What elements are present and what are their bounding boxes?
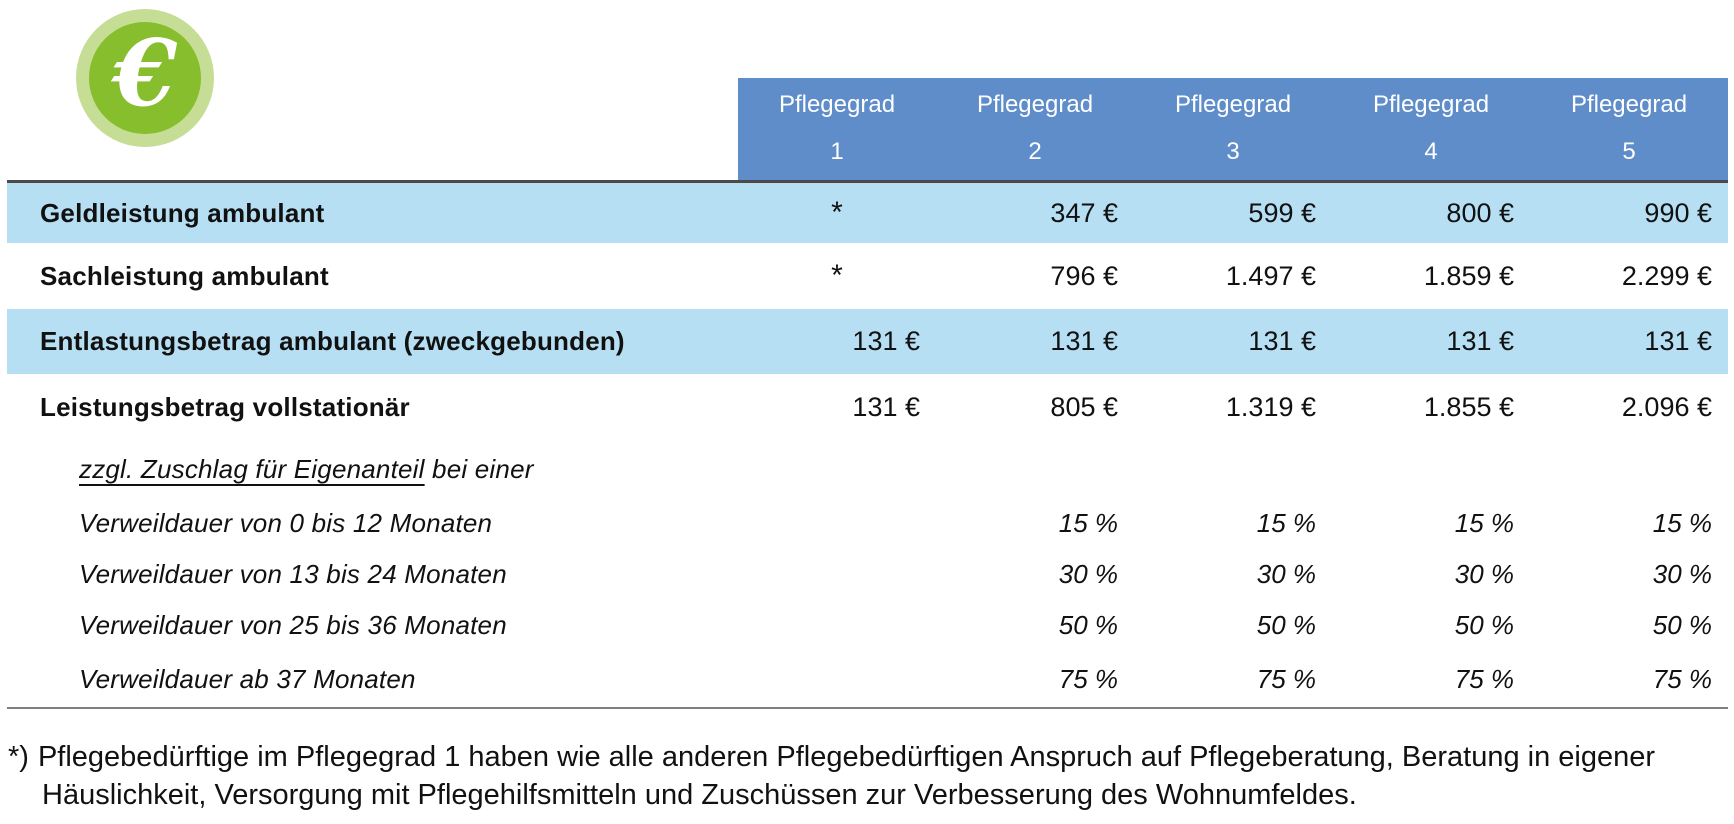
euro-icon-inner-circle: € (89, 22, 201, 134)
value-cell: 30 % (1256, 559, 1316, 589)
value-cell: 347 € (1050, 197, 1118, 228)
value-cell: 15 % (1652, 508, 1712, 538)
table-row: Sachleistung ambulant * 796 € 1.497 € 1.859 … (7, 243, 1728, 309)
value-cell: * (831, 259, 843, 292)
table-bottom-line (7, 707, 1728, 709)
value-cell: 1.319 € (1225, 391, 1316, 422)
footnote-marker: *) (8, 741, 29, 773)
value-cell: 131 € (1050, 326, 1118, 356)
value-cell: 1.497 € (1225, 260, 1316, 291)
row-label: Verweildauer von 25 bis 36 Monaten (79, 610, 507, 640)
row-label: Leistungsbetrag vollstationär (40, 391, 410, 422)
table-row: zzgl. Zuschlag für Eigenanteil bei einer (7, 440, 1728, 498)
row-label-underlined-part: zzgl. Zuschlag für Eigenanteil (79, 453, 425, 484)
table-row: Geldleistung ambulant * 347 € 599 € 800 € 990… (7, 183, 1728, 243)
column-header-word: Pflegegrad (976, 91, 1094, 118)
table-header-row: Pflegegrad 1 Pflegegrad 2 Pflegegrad 3 Pflegeg… (738, 78, 1728, 180)
column-header-number: 5 (1622, 137, 1636, 165)
value-cell: 50 % (1256, 610, 1316, 640)
value-cell: 805 € (1050, 391, 1118, 422)
table-row: Leistungsbetrag vollstationär 131 € 805 € 1… (7, 374, 1728, 440)
table-row: Verweildauer von 13 bis 24 Monaten 30 % 30… (7, 549, 1728, 600)
value-cell: 50 % (1652, 610, 1712, 640)
column-header-pflegegrad-4: Pflegegrad 4 (1332, 78, 1530, 180)
value-cell: 30 % (1454, 559, 1514, 589)
value-cell: 131 € (1644, 326, 1712, 356)
row-label: Verweildauer von 0 bis 12 Monaten (79, 508, 493, 538)
row-label: Verweildauer ab 37 Monaten (79, 663, 416, 694)
value-cell: 75 % (1652, 663, 1712, 694)
column-header-word: Pflegegrad (1570, 91, 1688, 118)
column-header-word: Pflegegrad (778, 91, 896, 118)
value-cell: 2.096 € (1621, 391, 1712, 422)
value-cell: 50 % (1058, 610, 1118, 640)
column-header-number: 3 (1226, 137, 1240, 165)
column-header-word: Pflegegrad (1174, 91, 1292, 118)
row-label: Verweildauer von 13 bis 24 Monaten (79, 559, 507, 589)
value-cell: 1.855 € (1423, 391, 1514, 422)
value-cell: 599 € (1248, 197, 1316, 228)
value-cell: 1.859 € (1423, 260, 1514, 291)
row-label: Geldleistung ambulant (40, 197, 325, 228)
value-cell: 2.299 € (1621, 260, 1712, 291)
value-cell: 131 € (852, 326, 920, 356)
value-cell: 30 % (1652, 559, 1712, 589)
value-cell: 796 € (1050, 260, 1118, 291)
value-cell: 131 € (1248, 326, 1316, 356)
column-header-number: 1 (830, 137, 844, 165)
row-label: Sachleistung ambulant (40, 260, 329, 291)
euro-icon: € (76, 9, 214, 147)
footnote: *) Pflegebedürftige im Pflegegrad 1 haben… (8, 738, 1734, 814)
table-row: Verweildauer von 25 bis 36 Monaten 50 % 50… (7, 600, 1728, 651)
value-cell: 800 € (1446, 197, 1514, 228)
value-cell: 75 % (1256, 663, 1316, 694)
value-cell: 990 € (1644, 197, 1712, 228)
column-header-pflegegrad-3: Pflegegrad 3 (1134, 78, 1332, 180)
row-label: zzgl. Zuschlag für Eigenanteil bei einer (7, 454, 738, 485)
header-divider-line (7, 180, 1728, 183)
table-row: Verweildauer ab 37 Monaten 75 % 75 % 75 % 75… (7, 651, 1728, 707)
column-header-pflegegrad-1: Pflegegrad 1 (738, 78, 936, 180)
column-header-word: Pflegegrad (1372, 91, 1490, 118)
value-cell: 50 % (1454, 610, 1514, 640)
column-header-number: 4 (1424, 137, 1438, 165)
column-header-number: 2 (1028, 137, 1042, 165)
value-cell: 75 % (1454, 663, 1514, 694)
column-header-pflegegrad-2: Pflegegrad 2 (936, 78, 1134, 180)
value-cell: * (831, 196, 843, 229)
value-cell: 15 % (1058, 508, 1118, 538)
value-cell: 75 % (1058, 663, 1118, 694)
table-body: Geldleistung ambulant * 347 € 599 € 800 € 990… (7, 183, 1728, 707)
value-cell: 131 € (1446, 326, 1514, 356)
value-cell: 15 % (1256, 508, 1316, 538)
table-row: Entlastungsbetrag ambulant (zweckgebunde… (7, 309, 1728, 374)
value-cell: 30 % (1058, 559, 1118, 589)
table-row: Verweildauer von 0 bis 12 Monaten 15 % 15 … (7, 498, 1728, 549)
value-cell: 131 € (852, 391, 920, 422)
value-cell: 15 % (1454, 508, 1514, 538)
column-header-pflegegrad-5: Pflegegrad 5 (1530, 78, 1728, 180)
euro-symbol: € (112, 19, 177, 127)
footnote-text: Pflegebedürftige im Pflegegrad 1 haben w… (37, 741, 1656, 811)
benefits-table: Pflegegrad 1 Pflegegrad 2 Pflegegrad 3 Pflegeg… (7, 78, 1728, 709)
row-label-rest: bei einer (424, 453, 534, 484)
row-label: Entlastungsbetrag ambulant (zweckgebunde… (40, 326, 625, 356)
